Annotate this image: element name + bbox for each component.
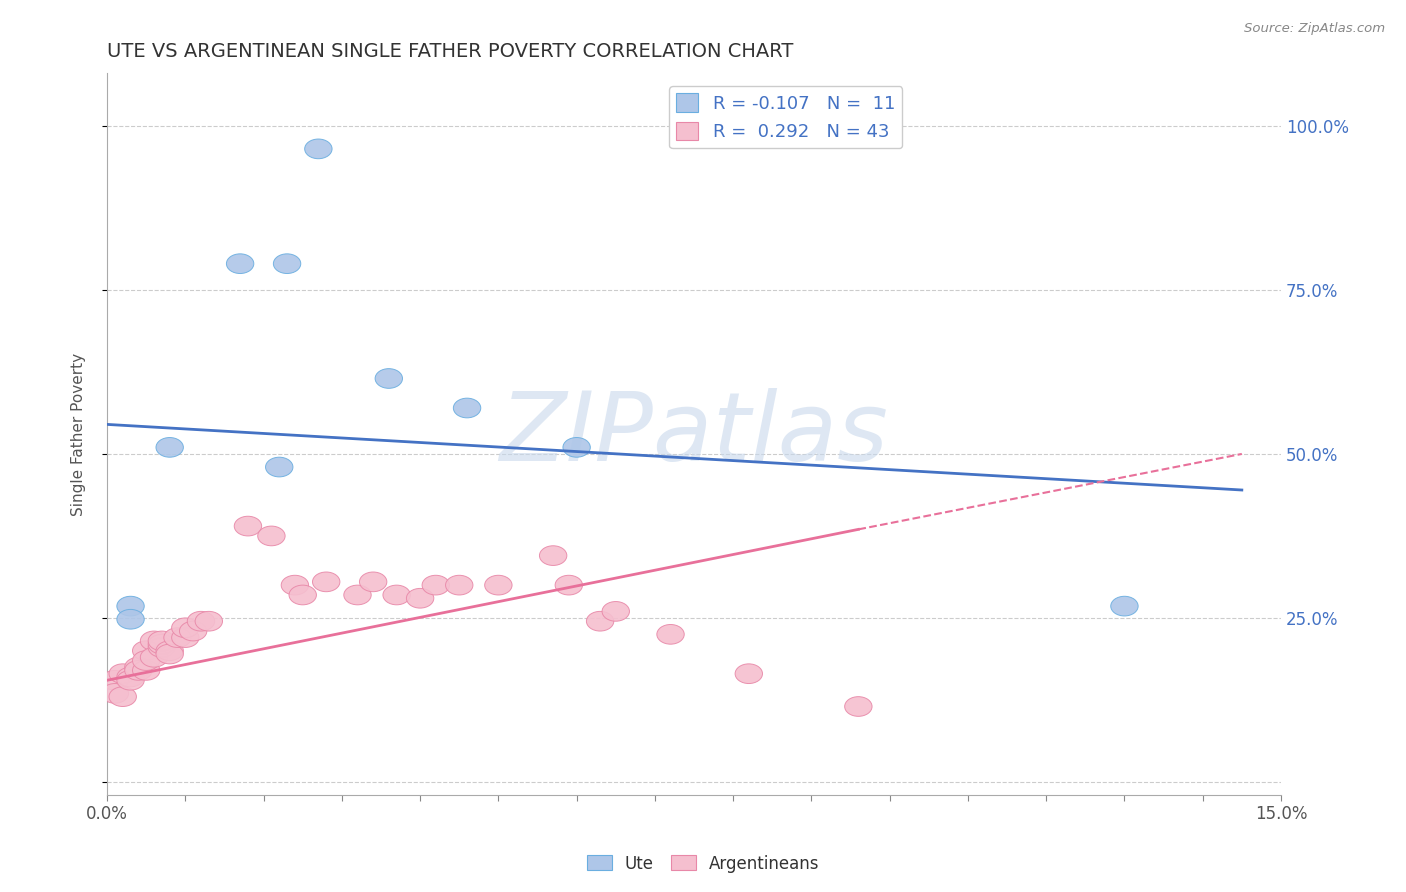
Ellipse shape xyxy=(132,640,160,661)
Ellipse shape xyxy=(156,640,183,661)
Ellipse shape xyxy=(117,609,145,629)
Ellipse shape xyxy=(290,585,316,605)
Ellipse shape xyxy=(187,611,215,631)
Ellipse shape xyxy=(312,572,340,591)
Ellipse shape xyxy=(305,139,332,159)
Ellipse shape xyxy=(735,664,762,683)
Ellipse shape xyxy=(602,601,630,621)
Ellipse shape xyxy=(180,621,207,640)
Ellipse shape xyxy=(110,687,136,706)
Ellipse shape xyxy=(540,546,567,566)
Legend: Ute, Argentineans: Ute, Argentineans xyxy=(579,848,827,880)
Ellipse shape xyxy=(344,585,371,605)
Ellipse shape xyxy=(281,575,308,595)
Text: Source: ZipAtlas.com: Source: ZipAtlas.com xyxy=(1244,22,1385,36)
Ellipse shape xyxy=(485,575,512,595)
Ellipse shape xyxy=(586,611,614,631)
Ellipse shape xyxy=(156,437,183,458)
Ellipse shape xyxy=(141,631,167,651)
Ellipse shape xyxy=(257,526,285,546)
Ellipse shape xyxy=(125,657,152,677)
Ellipse shape xyxy=(148,631,176,651)
Ellipse shape xyxy=(148,634,176,654)
Ellipse shape xyxy=(845,697,872,716)
Ellipse shape xyxy=(101,683,128,703)
Ellipse shape xyxy=(562,437,591,458)
Ellipse shape xyxy=(132,661,160,681)
Ellipse shape xyxy=(148,638,176,657)
Ellipse shape xyxy=(101,671,128,690)
Ellipse shape xyxy=(235,516,262,536)
Ellipse shape xyxy=(226,254,254,274)
Ellipse shape xyxy=(1111,596,1137,616)
Ellipse shape xyxy=(141,648,167,667)
Ellipse shape xyxy=(156,644,183,664)
Ellipse shape xyxy=(117,667,145,687)
Ellipse shape xyxy=(132,651,160,671)
Ellipse shape xyxy=(172,618,200,638)
Ellipse shape xyxy=(165,628,191,648)
Ellipse shape xyxy=(125,661,152,681)
Ellipse shape xyxy=(266,458,292,477)
Ellipse shape xyxy=(117,671,145,690)
Ellipse shape xyxy=(273,254,301,274)
Legend: R = -0.107   N =  11, R =  0.292   N = 43: R = -0.107 N = 11, R = 0.292 N = 43 xyxy=(669,86,903,148)
Ellipse shape xyxy=(117,596,145,616)
Ellipse shape xyxy=(375,368,402,388)
Ellipse shape xyxy=(172,628,200,648)
Ellipse shape xyxy=(360,572,387,591)
Ellipse shape xyxy=(422,575,450,595)
Ellipse shape xyxy=(657,624,685,644)
Ellipse shape xyxy=(555,575,582,595)
Text: ZIPatlas: ZIPatlas xyxy=(499,388,889,481)
Ellipse shape xyxy=(453,398,481,417)
Ellipse shape xyxy=(382,585,411,605)
Ellipse shape xyxy=(110,664,136,683)
Ellipse shape xyxy=(195,611,222,631)
Y-axis label: Single Father Poverty: Single Father Poverty xyxy=(72,352,86,516)
Ellipse shape xyxy=(406,589,434,608)
Text: UTE VS ARGENTINEAN SINGLE FATHER POVERTY CORRELATION CHART: UTE VS ARGENTINEAN SINGLE FATHER POVERTY… xyxy=(107,42,793,61)
Ellipse shape xyxy=(446,575,472,595)
